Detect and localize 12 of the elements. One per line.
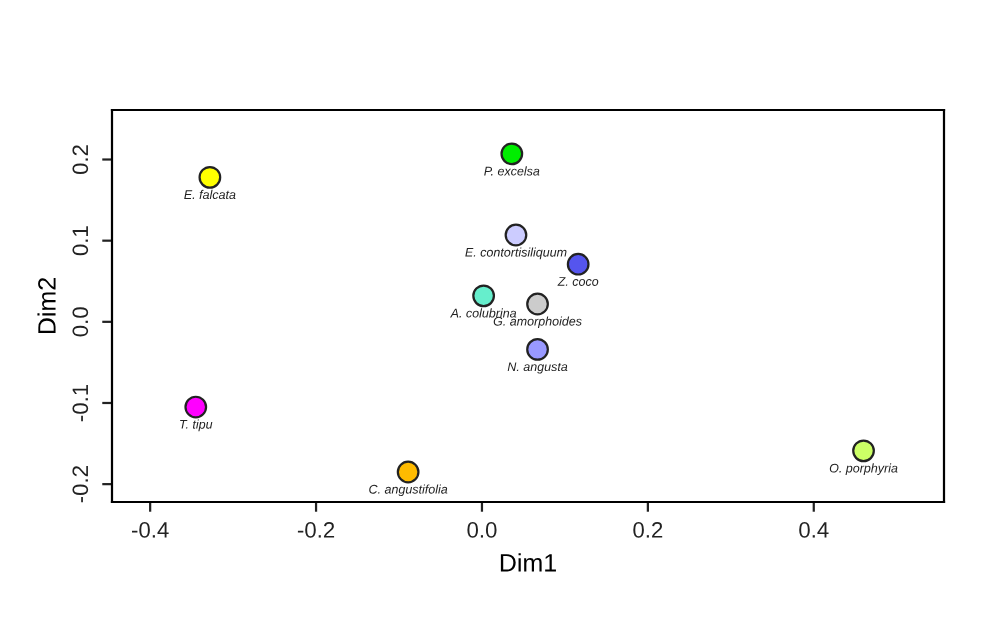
- x-tick-label: 0.0: [467, 522, 497, 538]
- y-tick-label: -0.2: [72, 466, 89, 503]
- x-tick-label: 0.4: [799, 522, 829, 538]
- y-tick-label: 0.1: [72, 226, 89, 256]
- y-tick-label: 0.2: [72, 145, 89, 175]
- y-tick-label: -0.1: [72, 384, 89, 422]
- y-axis-title: Dim2: [37, 278, 56, 334]
- x-tick-label: -0.4: [132, 522, 169, 538]
- y-tick-label: 0.0: [72, 307, 89, 337]
- x-tick-label: 0.2: [633, 522, 663, 538]
- x-axis-title: Dim1: [500, 553, 556, 572]
- x-tick-label: -0.2: [297, 522, 335, 538]
